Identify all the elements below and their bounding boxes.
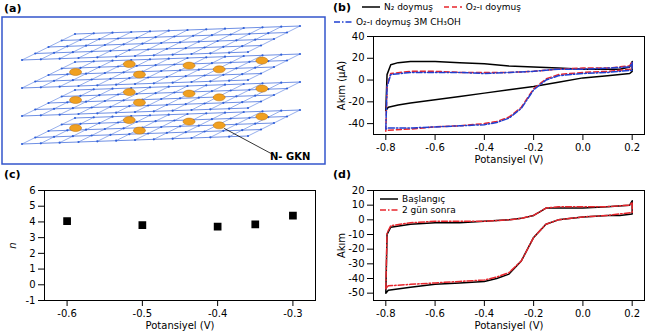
svg-text:-0.2: -0.2 [524,308,544,319]
svg-text:-0.3: -0.3 [283,308,303,319]
svg-text:-40: -40 [348,118,364,129]
html-text:(a): (a) [4,1,22,15]
svg-text:-0.6: -0.6 [425,308,445,319]
svg-text:6: 6 [29,185,35,196]
svg-text:0: 0 [358,214,364,225]
html-text:N₂ doymuş: N₂ doymuş [383,2,433,13]
svg-text:0: 0 [358,74,364,85]
svg-text:-0.4: -0.4 [475,308,495,319]
svg-text:-0.8: -0.8 [376,308,396,319]
svg-text:2: 2 [29,248,35,259]
svg-text:-20: -20 [348,243,364,254]
svg-text:-0.4: -0.4 [208,308,228,319]
svg-text:0.2: 0.2 [624,308,640,319]
svg-text:20: 20 [352,52,365,63]
svg-text:-0.2: -0.2 [524,142,544,153]
html-text:(b): (b) [333,0,351,14]
html-text:(d): (d) [333,167,351,181]
svg-text:3: 3 [29,232,35,243]
svg-text:-10: -10 [348,229,364,240]
html-text:O₂-ı doymuş: O₂-ı doymuş [465,2,521,13]
svg-text:5: 5 [29,200,35,211]
svg-text:40: 40 [352,31,365,42]
svg-text:Potansiyel (V): Potansiyel (V) [475,320,544,331]
html-text:Başlangıç: Başlangıç [402,194,446,204]
svg-text:0: 0 [29,279,35,290]
svg-text:Potansiyel (V): Potansiyel (V) [146,320,215,331]
svg-text:-50: -50 [348,287,364,298]
svg-text:1: 1 [29,263,35,274]
svg-text:0.0: 0.0 [575,308,591,319]
svg-text:20: 20 [352,185,365,196]
svg-text:-0.6: -0.6 [57,308,77,319]
svg-text:-0.6: -0.6 [425,142,445,153]
svg-text:-40: -40 [348,273,364,284]
svg-text:-20: -20 [348,96,364,107]
svg-text:4: 4 [29,216,35,227]
svg-text:-0.5: -0.5 [133,308,153,319]
svg-text:Akım (μA): Akım (μA) [336,61,347,110]
svg-text:-0.4: -0.4 [475,142,495,153]
svg-text:0.0: 0.0 [575,142,591,153]
html-text:2 gün sonra: 2 gün sonra [402,205,456,215]
svg-text:N- GKN: N- GKN [270,151,310,162]
svg-text:0.2: 0.2 [624,142,640,153]
html-text:O₂-ı doymuş 3M CH₃OH: O₂-ı doymuş 3M CH₃OH [356,17,461,28]
svg-text:Akım: Akım [336,233,347,258]
svg-text:10: 10 [352,199,365,210]
svg-text:-1: -1 [26,295,36,306]
svg-text:-0.8: -0.8 [376,142,396,153]
svg-text:n: n [7,242,18,248]
html-text:(c): (c) [4,167,21,181]
svg-text:Potansiyel (V): Potansiyel (V) [475,154,544,165]
svg-text:-30: -30 [348,258,364,269]
